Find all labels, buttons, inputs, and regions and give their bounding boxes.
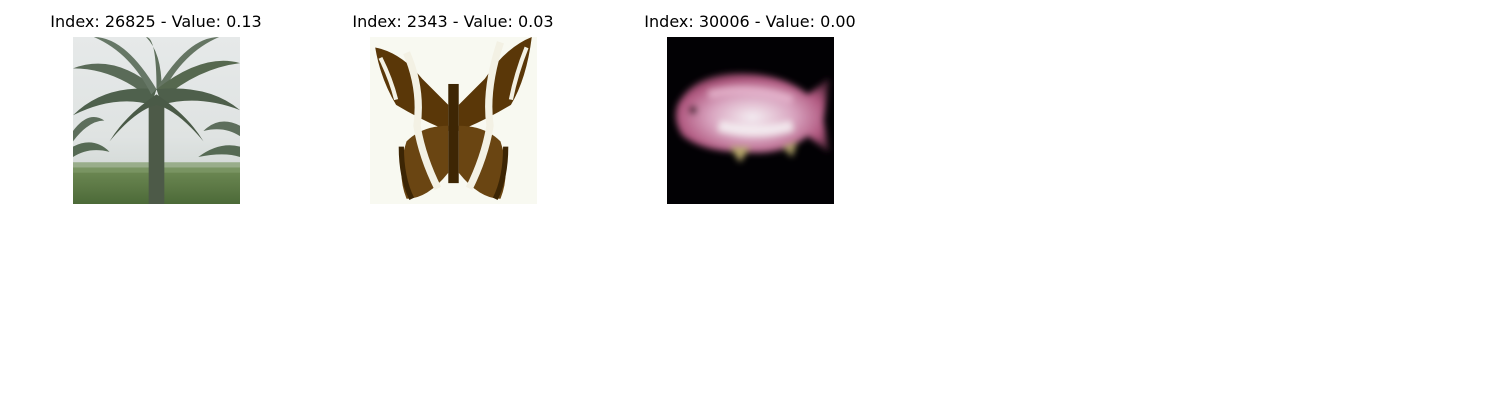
panel-title-3: Index: 30006 - Value: 0.00	[644, 12, 856, 31]
image-panel-1: Index: 26825 - Value: 0.13	[6, 0, 306, 210]
image-panel-3: Index: 30006 - Value: 0.00	[600, 0, 900, 210]
panel-title-2: Index: 2343 - Value: 0.03	[352, 12, 554, 31]
image-panel-2: Index: 2343 - Value: 0.03	[303, 0, 603, 210]
fish-image	[667, 37, 834, 204]
palm-tree-image	[73, 37, 240, 204]
butterfly-image	[370, 37, 537, 204]
panel-title-1: Index: 26825 - Value: 0.13	[50, 12, 262, 31]
